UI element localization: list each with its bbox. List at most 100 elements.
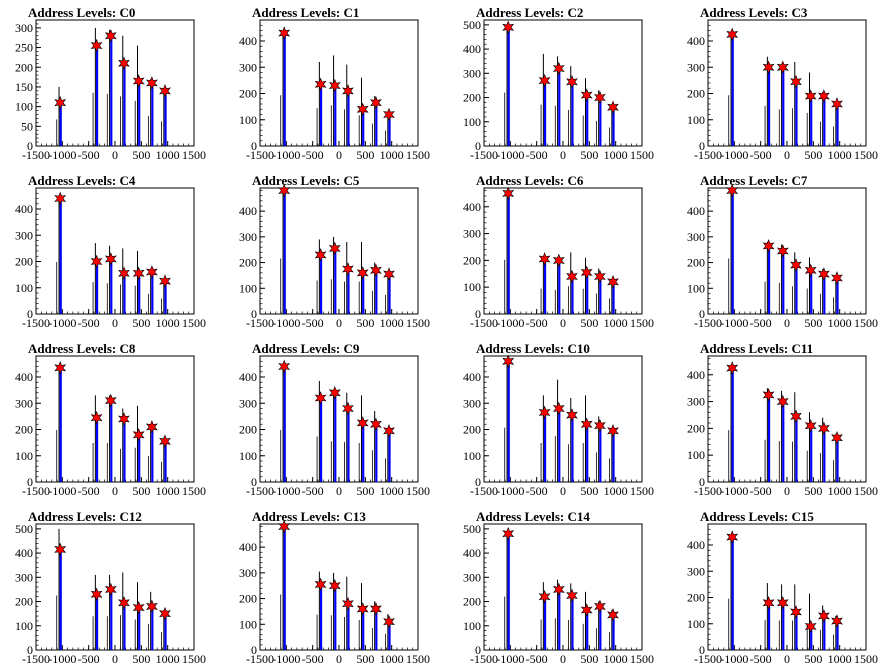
level-marker bbox=[552, 401, 565, 416]
x-tick-label: -1000 bbox=[272, 316, 300, 330]
x-tick-label: 1000 bbox=[380, 148, 404, 162]
x-tick-label: -1500 bbox=[22, 484, 50, 498]
level-marker bbox=[804, 418, 817, 433]
level-marker bbox=[502, 526, 515, 541]
y-tick-label: 100 bbox=[15, 281, 33, 295]
x-tick-label: 1500 bbox=[406, 484, 430, 498]
x-tick-label: 1500 bbox=[406, 148, 430, 162]
level-marker bbox=[566, 408, 578, 422]
level-marker bbox=[314, 391, 327, 405]
x-tick-label: 500 bbox=[580, 652, 598, 666]
x-tick-label: -500 bbox=[78, 148, 100, 162]
address-levels-panel-c7: Address Levels: C7 0 100 200 300 400 -1500-100… bbox=[687, 173, 878, 330]
y-tick-label: 400 bbox=[239, 34, 257, 48]
level-marker bbox=[145, 599, 158, 614]
y-tick-label: 200 bbox=[15, 255, 33, 269]
y-tick-label: 100 bbox=[463, 619, 481, 633]
x-tick-label: 500 bbox=[804, 652, 822, 666]
x-tick-label: -1000 bbox=[48, 652, 76, 666]
level-marker bbox=[118, 412, 130, 426]
x-tick-label: -500 bbox=[750, 148, 772, 162]
x-tick-label: 1000 bbox=[156, 316, 180, 330]
address-levels-panel-c5: Address Levels: C5 0 100 200 300 400 -1500-100… bbox=[239, 173, 430, 330]
level-marker bbox=[328, 241, 341, 256]
y-tick-label: 500 bbox=[463, 18, 481, 32]
level-marker bbox=[817, 421, 830, 436]
y-tick-label: 200 bbox=[687, 421, 705, 435]
level-marker bbox=[104, 28, 117, 43]
level-marker bbox=[159, 274, 171, 289]
x-tick-label: 500 bbox=[580, 484, 598, 498]
level-marker bbox=[538, 589, 551, 604]
x-tick-label: 1500 bbox=[406, 652, 430, 666]
panel-title: Address Levels: C1 bbox=[252, 5, 359, 20]
level-marker bbox=[502, 186, 515, 201]
x-tick-label: 500 bbox=[580, 316, 598, 330]
level-marker bbox=[118, 266, 130, 281]
x-tick-label: 500 bbox=[804, 484, 822, 498]
x-tick-label: -500 bbox=[302, 652, 324, 666]
x-tick-label: -1500 bbox=[246, 148, 274, 162]
panel-title: Address Levels: C10 bbox=[476, 341, 590, 356]
x-tick-label: -1500 bbox=[22, 148, 50, 162]
level-marker bbox=[90, 254, 103, 269]
x-tick-label: 1500 bbox=[854, 316, 878, 330]
level-marker bbox=[54, 95, 67, 110]
x-tick-label: -1000 bbox=[720, 316, 748, 330]
level-marker bbox=[90, 38, 103, 53]
level-marker bbox=[328, 78, 341, 93]
level-marker bbox=[369, 95, 382, 110]
level-marker bbox=[762, 388, 775, 402]
x-tick-label: 0 bbox=[560, 316, 566, 330]
x-tick-label: -500 bbox=[526, 148, 548, 162]
level-marker bbox=[159, 606, 171, 621]
level-marker bbox=[369, 602, 382, 616]
y-tick-label: 200 bbox=[239, 423, 257, 437]
y-tick-label: 0 bbox=[27, 307, 33, 321]
y-tick-label: 100 bbox=[687, 113, 705, 127]
level-marker bbox=[817, 267, 830, 281]
y-tick-label: 200 bbox=[687, 256, 705, 270]
x-tick-label: 0 bbox=[112, 484, 118, 498]
panel-title: Address Levels: C9 bbox=[252, 341, 360, 356]
x-tick-label: -500 bbox=[750, 484, 772, 498]
level-marker bbox=[314, 77, 327, 92]
x-tick-label: 1500 bbox=[630, 652, 654, 666]
x-tick-label: 1500 bbox=[182, 148, 206, 162]
level-marker bbox=[552, 253, 565, 268]
level-marker bbox=[118, 56, 130, 71]
x-tick-label: -1500 bbox=[246, 484, 274, 498]
x-tick-label: -1500 bbox=[694, 652, 722, 666]
x-tick-label: -500 bbox=[750, 316, 772, 330]
address-levels-panel-c12: Address Levels: C12 0 100 200 300 400 500 -1500… bbox=[15, 509, 206, 666]
y-tick-label: 200 bbox=[239, 592, 257, 606]
level-marker bbox=[776, 595, 789, 610]
x-tick-label: 1000 bbox=[380, 484, 404, 498]
y-tick-label: 400 bbox=[463, 546, 481, 560]
level-marker bbox=[383, 423, 395, 438]
level-marker bbox=[356, 416, 369, 430]
x-tick-label: 1000 bbox=[156, 484, 180, 498]
address-levels-panel-c14: Address Levels: C14 0 100 200 300 400 500 -1500… bbox=[463, 509, 654, 666]
level-marker bbox=[314, 248, 327, 262]
y-tick-label: 100 bbox=[687, 281, 705, 295]
level-marker bbox=[580, 88, 593, 102]
level-marker bbox=[383, 614, 395, 629]
y-tick-label: 100 bbox=[239, 281, 257, 295]
y-tick-label: 400 bbox=[687, 204, 705, 218]
y-tick-label: 0 bbox=[27, 643, 33, 657]
x-tick-label: 1500 bbox=[630, 148, 654, 162]
level-marker bbox=[607, 100, 619, 115]
y-tick-label: 400 bbox=[239, 540, 257, 554]
level-marker bbox=[831, 97, 843, 111]
panel-title: Address Levels: C7 bbox=[700, 173, 808, 188]
level-marker bbox=[54, 191, 67, 206]
y-tick-label: 100 bbox=[687, 617, 705, 631]
level-marker bbox=[538, 73, 551, 88]
y-tick-label: 0 bbox=[251, 643, 257, 657]
x-tick-label: -1000 bbox=[496, 316, 524, 330]
panel-title: Address Levels: C2 bbox=[476, 5, 583, 20]
y-tick-label: 300 bbox=[687, 564, 705, 578]
x-tick-label: -1500 bbox=[470, 148, 498, 162]
x-tick-label: 500 bbox=[356, 652, 374, 666]
